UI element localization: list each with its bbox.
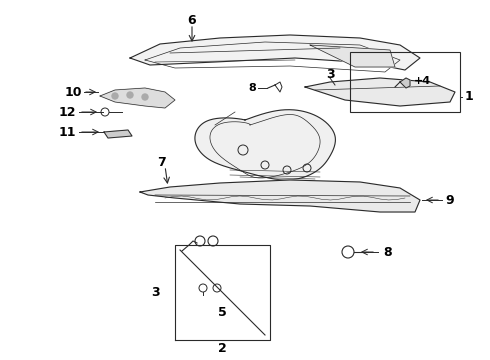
Bar [350, 52, 460, 112]
Text: 11: 11 [58, 126, 76, 139]
Text: 10: 10 [64, 85, 82, 99]
Text: 1: 1 [465, 90, 474, 104]
Text: 8: 8 [384, 246, 392, 258]
Polygon shape [305, 78, 455, 106]
Text: 5: 5 [218, 306, 226, 319]
Text: 3: 3 [151, 287, 159, 300]
Text: 3: 3 [326, 68, 334, 81]
Polygon shape [104, 130, 132, 138]
Polygon shape [195, 110, 336, 180]
Text: 12: 12 [58, 105, 76, 118]
Circle shape [142, 94, 148, 100]
Polygon shape [100, 88, 175, 108]
Polygon shape [130, 35, 420, 70]
Text: 8: 8 [248, 83, 256, 93]
Text: 9: 9 [446, 194, 454, 207]
Text: +4: +4 [414, 76, 431, 86]
Text: 7: 7 [157, 156, 166, 168]
Text: 2: 2 [218, 342, 226, 355]
Polygon shape [400, 78, 410, 88]
Polygon shape [140, 180, 420, 212]
Polygon shape [310, 45, 395, 67]
Text: 6: 6 [188, 13, 196, 27]
Circle shape [112, 93, 118, 99]
Circle shape [127, 92, 133, 98]
